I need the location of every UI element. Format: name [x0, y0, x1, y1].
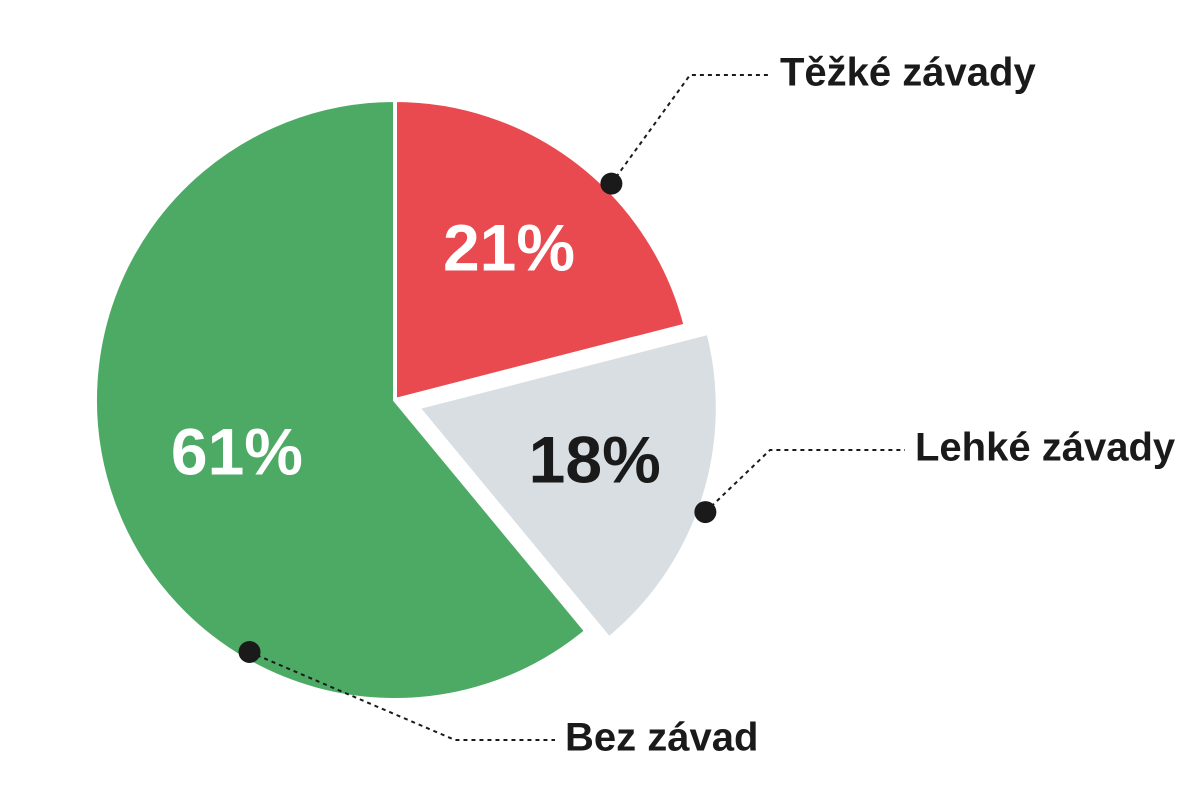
pie-slice-none-value: 61% [171, 414, 303, 488]
leader-dot-heavy [600, 173, 622, 195]
leader-label-light: Lehké závady [915, 426, 1176, 470]
leader-label-heavy: Těžké závady [780, 51, 1036, 95]
pie-slice-light-value: 18% [529, 422, 661, 496]
leader-line-heavy [611, 75, 770, 184]
pie-slice-heavy-value: 21% [443, 210, 575, 284]
leader-line-light [705, 450, 905, 512]
leader-label-none: Bez závad [565, 716, 758, 760]
leader-dot-none [239, 641, 261, 663]
leader-dot-light [694, 501, 716, 523]
pie-chart: 21% Těžké závady 18% Lehké závady 61% Bez záv… [0, 0, 1200, 800]
